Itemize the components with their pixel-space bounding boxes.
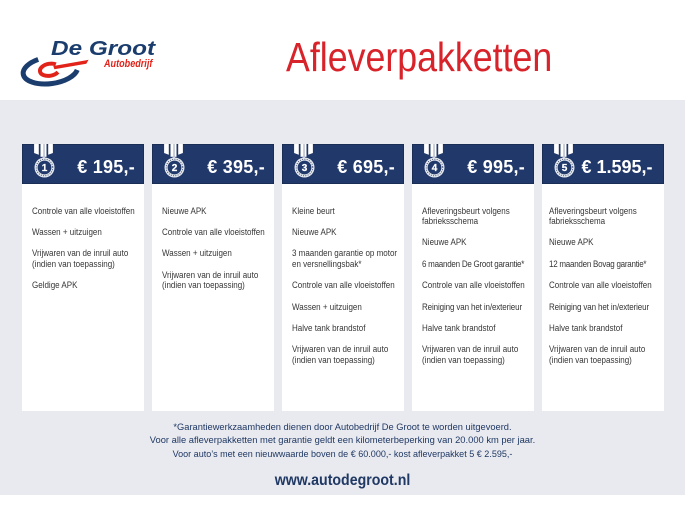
svg-text:1: 1 bbox=[42, 163, 48, 174]
svg-text:5: 5 bbox=[562, 163, 568, 174]
svg-text:2: 2 bbox=[172, 163, 178, 174]
svg-text:4: 4 bbox=[432, 163, 438, 174]
svg-text:3: 3 bbox=[302, 163, 308, 174]
